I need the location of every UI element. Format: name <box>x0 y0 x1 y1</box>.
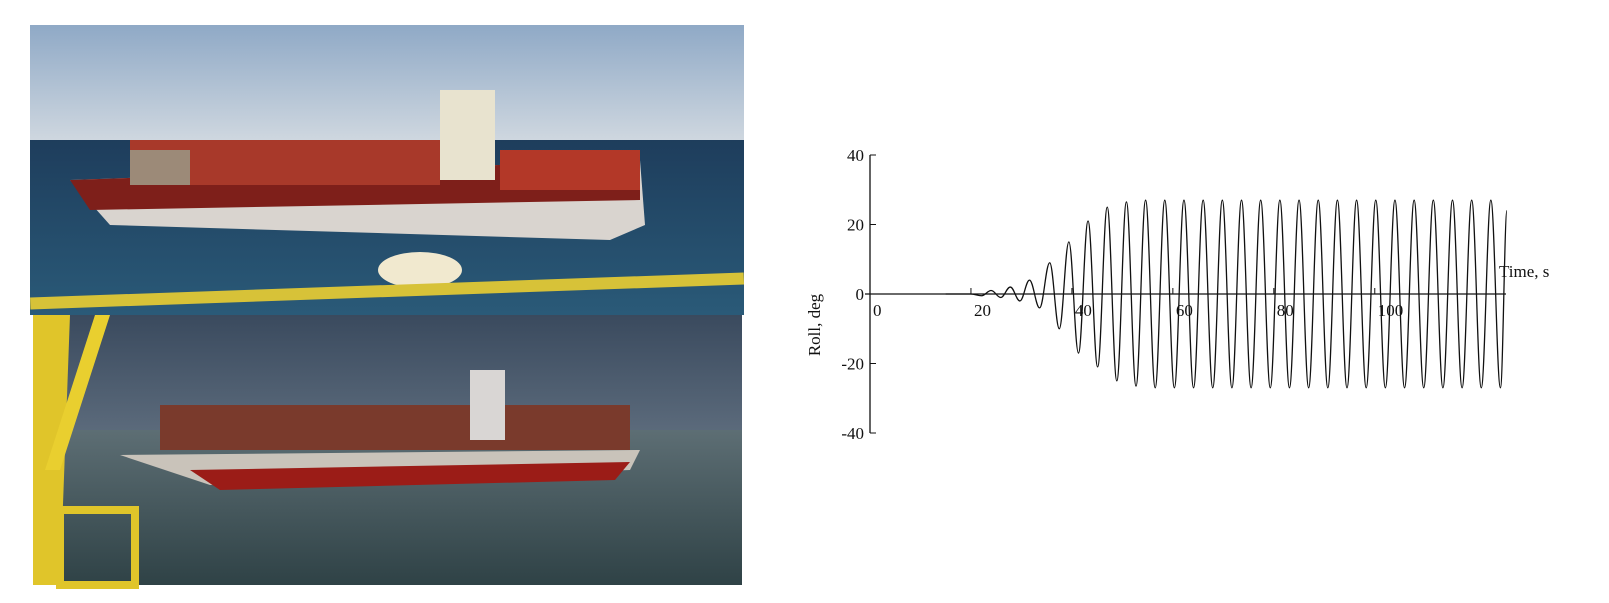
x-tick-label: 20 <box>974 301 991 320</box>
x-tick-label: 0 <box>873 301 882 320</box>
x-axis-label: Time, s <box>1499 262 1549 281</box>
y-tick-label: 0 <box>856 285 865 304</box>
photo-top <box>30 25 744 315</box>
y-tick-label: 20 <box>847 216 864 235</box>
photo-bottom <box>33 315 742 585</box>
y-tick-label: -40 <box>841 424 864 443</box>
slide: Time, s Roll, deg -40-200204002040608010… <box>0 0 1609 603</box>
y-axis-label: Roll, deg <box>805 293 824 356</box>
y-tick-label: 40 <box>847 146 864 165</box>
y-tick-label: -20 <box>841 355 864 374</box>
x-tick-label: 40 <box>1075 301 1092 320</box>
